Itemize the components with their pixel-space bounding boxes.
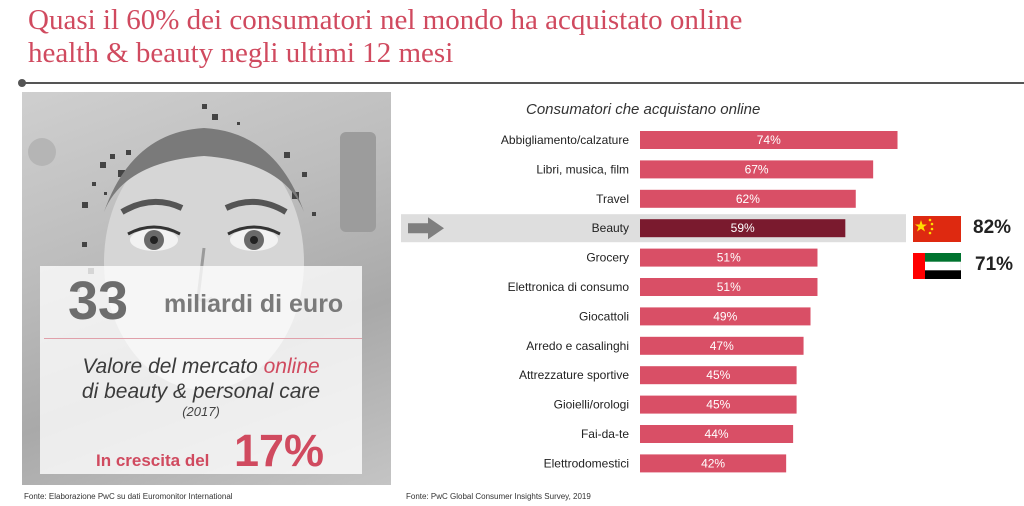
desc-line-2: di beauty & personal care bbox=[81, 380, 321, 403]
bar bbox=[640, 366, 797, 385]
data-label: 74% bbox=[757, 133, 781, 147]
category-label: Elettrodomestici bbox=[544, 456, 629, 470]
category-label: Gioielli/orologi bbox=[554, 398, 629, 412]
page-title: Quasi il 60% dei consumatori nel mondo h… bbox=[28, 4, 988, 70]
data-label: 42% bbox=[701, 456, 725, 470]
market-value-unit: miliardi di euro bbox=[164, 290, 344, 318]
right-source-note: Fonte: PwC Global Consumer Insights Surv… bbox=[406, 492, 591, 501]
china-flag-icon bbox=[913, 216, 961, 242]
category-label: Elettronica di consumo bbox=[508, 280, 630, 294]
bar bbox=[640, 425, 794, 443]
stat-divider bbox=[44, 338, 362, 339]
category-label: Giocattoli bbox=[579, 309, 629, 323]
market-value-number: 33 bbox=[68, 271, 129, 331]
china-value: 82% bbox=[973, 217, 1012, 238]
title-line-1: Quasi il 60% dei consumatori nel mondo h… bbox=[28, 4, 743, 36]
market-description: Valore del mercato online di beauty & pe… bbox=[40, 354, 362, 404]
bar bbox=[640, 131, 898, 149]
growth-label: In crescita del bbox=[96, 451, 210, 470]
chart-title: Consumatori che acquistano online bbox=[526, 101, 761, 118]
category-label: Abbigliamento/calzature bbox=[501, 133, 629, 147]
uae-flag-icon bbox=[913, 253, 961, 279]
category-label: Beauty bbox=[592, 221, 629, 235]
data-label: 45% bbox=[706, 368, 730, 382]
divider-dot bbox=[18, 79, 26, 87]
data-label: 44% bbox=[705, 427, 729, 441]
data-label: 67% bbox=[745, 162, 769, 176]
bar bbox=[640, 160, 874, 179]
bar bbox=[640, 307, 811, 326]
category-label: Arredo e casalinghi bbox=[526, 339, 629, 353]
category-label: Grocery bbox=[586, 251, 629, 265]
bar bbox=[640, 336, 804, 355]
desc-pre: Valore del mercato bbox=[82, 355, 264, 378]
category-label: Attrezzature sportive bbox=[519, 368, 629, 382]
bar bbox=[640, 219, 846, 238]
uae-value: 71% bbox=[975, 254, 1014, 275]
data-label: 51% bbox=[717, 251, 741, 265]
bar bbox=[640, 278, 818, 296]
category-label: Libri, musica, film bbox=[536, 162, 629, 176]
category-label: Fai-da-te bbox=[581, 427, 629, 441]
bar bbox=[640, 248, 818, 267]
data-label: 49% bbox=[713, 309, 737, 323]
bar bbox=[640, 189, 856, 208]
category-label: Travel bbox=[596, 192, 629, 206]
arrow-icon bbox=[408, 217, 444, 240]
growth-value: 17% bbox=[234, 425, 325, 476]
data-label: 51% bbox=[717, 280, 741, 294]
stat-overlay bbox=[40, 266, 362, 474]
bar bbox=[640, 454, 787, 473]
data-label: 47% bbox=[710, 339, 734, 353]
title-line-2: health & beauty negli ultimi 12 mesi bbox=[28, 37, 454, 69]
market-year: (2017) bbox=[182, 404, 220, 419]
data-label: 62% bbox=[736, 192, 760, 206]
title-divider bbox=[22, 82, 1024, 84]
bar bbox=[640, 395, 797, 414]
desc-highlight: online bbox=[263, 355, 320, 378]
data-label: 59% bbox=[731, 221, 755, 235]
left-source-note: Fonte: Elaborazione PwC su dati Euromoni… bbox=[24, 492, 233, 501]
data-label: 45% bbox=[706, 398, 730, 412]
